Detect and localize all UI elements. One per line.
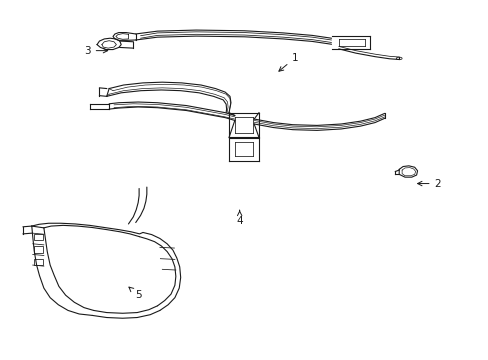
- Bar: [34, 234, 43, 240]
- Bar: [34, 246, 43, 253]
- Text: 2: 2: [417, 179, 440, 189]
- Bar: [34, 259, 43, 265]
- Text: 4: 4: [236, 210, 243, 226]
- Text: 3: 3: [84, 46, 107, 56]
- Text: 1: 1: [278, 53, 298, 71]
- Text: 5: 5: [129, 287, 141, 300]
